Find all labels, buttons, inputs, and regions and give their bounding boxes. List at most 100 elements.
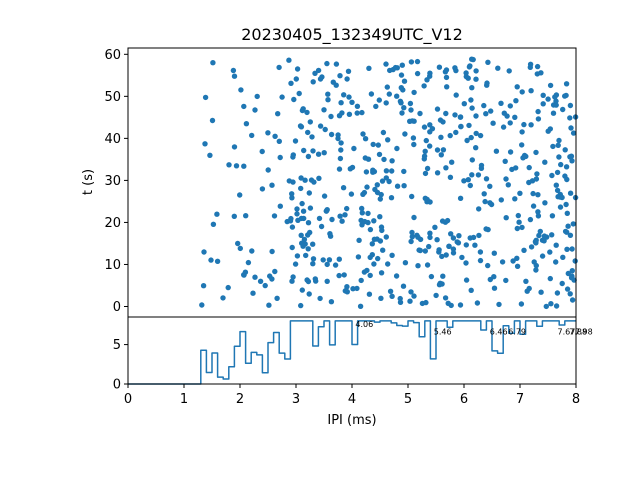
scatter-point bbox=[233, 163, 240, 169]
scatter-point bbox=[433, 292, 439, 299]
x-axis-label: IPI (ms) bbox=[327, 413, 376, 428]
scatter-point bbox=[445, 300, 451, 306]
scatter-point bbox=[485, 59, 491, 65]
scatter-point bbox=[550, 102, 557, 108]
scatter-point bbox=[361, 269, 368, 275]
scatter-point bbox=[463, 242, 469, 248]
scatter-point bbox=[553, 259, 559, 265]
scatter-point bbox=[533, 262, 539, 269]
scatter-point bbox=[307, 119, 313, 125]
scatter-point bbox=[220, 295, 226, 301]
scatter-point bbox=[299, 287, 305, 293]
scatter-point bbox=[289, 195, 295, 201]
scatter-point bbox=[339, 218, 345, 224]
scatter-point bbox=[563, 81, 570, 87]
scatter-point bbox=[305, 220, 312, 226]
scatter-point bbox=[568, 153, 575, 159]
scatter-point bbox=[319, 74, 325, 80]
scatter-point bbox=[321, 193, 328, 199]
scatter-point bbox=[230, 67, 237, 74]
scatter-point bbox=[409, 229, 415, 236]
scatter-point bbox=[294, 66, 301, 72]
scatter-point bbox=[507, 103, 513, 109]
scatter-point bbox=[513, 98, 519, 104]
scatter-point bbox=[422, 248, 428, 254]
scatter-point bbox=[452, 112, 458, 118]
scatter-point bbox=[324, 278, 330, 284]
scatter-point bbox=[550, 110, 557, 116]
scatter-point bbox=[474, 300, 481, 306]
scatter-point bbox=[428, 273, 435, 280]
scatter-point bbox=[514, 84, 520, 90]
scatter-point bbox=[276, 138, 282, 144]
scatter-point bbox=[383, 168, 390, 174]
scatter-point bbox=[328, 113, 334, 120]
x-tick-label: 2 bbox=[236, 392, 244, 407]
scatter-point bbox=[483, 111, 489, 117]
peak-annotation-label: 7.67 bbox=[558, 328, 576, 337]
scatter-point bbox=[294, 253, 301, 259]
scatter-point bbox=[442, 295, 449, 301]
scatter-point bbox=[201, 249, 207, 255]
scatter-point bbox=[359, 205, 365, 212]
scatter-point bbox=[317, 295, 323, 302]
scatter-point bbox=[560, 254, 566, 260]
scatter-point bbox=[341, 92, 347, 98]
scatter-point bbox=[336, 256, 342, 262]
scatter-point bbox=[473, 76, 479, 82]
scatter-point bbox=[402, 260, 409, 266]
scatter-point bbox=[310, 241, 316, 247]
scatter-point bbox=[389, 293, 395, 299]
scatter-point bbox=[570, 221, 576, 227]
scatter-point bbox=[569, 297, 576, 303]
scatter-point bbox=[473, 113, 479, 119]
scatter-point bbox=[389, 252, 395, 258]
scatter-point bbox=[565, 223, 571, 229]
scatter-point bbox=[535, 108, 541, 115]
scatter-point bbox=[496, 301, 502, 308]
scatter-point bbox=[346, 111, 353, 118]
scatter-point bbox=[277, 203, 283, 209]
scatter-point bbox=[338, 100, 344, 106]
scatter-point bbox=[556, 137, 562, 144]
scatter-point bbox=[443, 165, 449, 171]
scatter-point bbox=[380, 129, 387, 136]
scatter-point bbox=[309, 134, 315, 140]
scatter-point bbox=[553, 303, 560, 309]
scatter-point bbox=[550, 143, 556, 150]
scatter-point bbox=[401, 78, 408, 84]
scatter-point bbox=[461, 101, 467, 107]
scatter-point bbox=[437, 280, 443, 286]
scatter-point bbox=[326, 257, 333, 263]
scatter-point bbox=[468, 134, 474, 141]
peak-annotation-label: 5.46 bbox=[434, 328, 452, 337]
scatter-point bbox=[415, 234, 421, 240]
scatter-point bbox=[231, 73, 238, 79]
scatter-point bbox=[549, 213, 556, 219]
scatter-point bbox=[298, 302, 304, 309]
scatter-point bbox=[394, 93, 400, 99]
y-tick-label: 0 bbox=[113, 300, 121, 315]
histogram-x-ticks: 0 1 2 3 4 5 6 7 8 bbox=[124, 384, 580, 407]
scatter-point bbox=[388, 195, 395, 201]
scatter-point bbox=[384, 84, 390, 90]
y-tick-label: 60 bbox=[104, 48, 121, 63]
scatter-point bbox=[299, 200, 305, 207]
scatter-point bbox=[370, 141, 376, 148]
scatter-point bbox=[401, 105, 407, 111]
scatter-point bbox=[447, 174, 454, 180]
scatter-point bbox=[476, 206, 482, 212]
scatter-point bbox=[367, 226, 374, 233]
scatter-point bbox=[369, 252, 375, 258]
scatter-point bbox=[377, 214, 383, 220]
scatter-point bbox=[498, 100, 504, 107]
scatter-point bbox=[487, 200, 493, 206]
peak-annotation-label: 6.79 bbox=[508, 328, 526, 337]
scatter-point bbox=[286, 57, 292, 63]
scatter-point bbox=[359, 210, 365, 216]
scatter-point bbox=[397, 299, 404, 305]
scatter-point bbox=[399, 110, 405, 116]
scatter-point bbox=[539, 253, 546, 259]
scatter-point bbox=[554, 187, 561, 194]
